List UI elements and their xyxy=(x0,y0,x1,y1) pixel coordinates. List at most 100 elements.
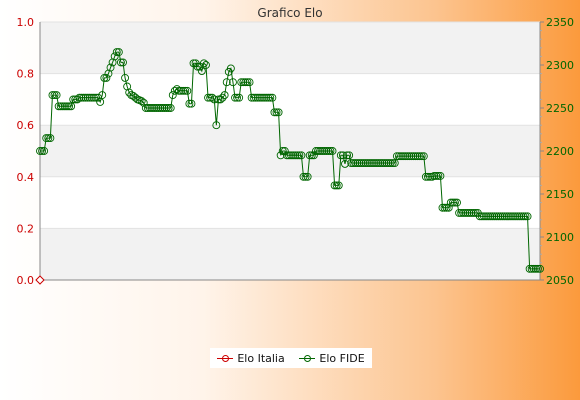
point-elo-fide xyxy=(106,63,115,72)
point-elo-fide xyxy=(521,212,530,221)
point-elo-fide xyxy=(511,212,520,221)
point-elo-fide xyxy=(380,159,389,167)
legend-item-elo-italia: Elo Italia xyxy=(217,352,285,365)
point-elo-fide xyxy=(96,98,105,106)
point-elo-fide xyxy=(378,159,387,167)
point-elo-fide xyxy=(444,203,453,212)
point-elo-fide xyxy=(131,93,140,102)
point-elo-fide xyxy=(112,48,121,57)
point-elo-fide xyxy=(239,78,248,87)
point-elo-fide xyxy=(475,212,484,221)
point-elo-fide xyxy=(509,212,517,221)
point-elo-fide xyxy=(527,264,536,273)
point-elo-fide xyxy=(156,104,165,112)
point-elo-fide xyxy=(357,159,366,167)
point-elo-fide xyxy=(154,104,163,112)
point-elo-fide xyxy=(405,152,414,161)
point-elo-fide xyxy=(231,93,239,102)
point-elo-fide xyxy=(100,73,109,82)
point-elo-fide xyxy=(446,198,455,207)
point-elo-fide xyxy=(407,152,416,161)
point-elo-fide xyxy=(177,86,186,95)
point-elo-fide xyxy=(536,264,544,273)
point-elo-fide xyxy=(457,208,466,217)
point-elo-fide xyxy=(453,198,461,207)
point-elo-fide xyxy=(166,104,175,112)
point-elo-fide xyxy=(482,212,491,221)
point-elo-fide xyxy=(411,152,420,161)
point-elo-fide xyxy=(94,93,103,102)
point-elo-fide xyxy=(324,147,333,155)
point-elo-fide xyxy=(533,264,542,273)
legend-item-elo-fide: Elo FIDE xyxy=(299,352,365,365)
point-elo-fide xyxy=(448,198,457,207)
point-elo-fide xyxy=(455,208,464,217)
point-elo-fide xyxy=(303,172,312,181)
point-elo-fide xyxy=(394,152,403,161)
point-elo-fide xyxy=(262,93,271,102)
point-elo-fide xyxy=(233,93,242,102)
point-elo-fide xyxy=(336,151,345,160)
point-elo-fide xyxy=(83,93,92,102)
point-elo-fide xyxy=(77,93,86,102)
point-elo-fide xyxy=(345,151,354,160)
point-elo-fide xyxy=(413,152,422,161)
point-elo-fide xyxy=(332,181,341,190)
point-elo-fide xyxy=(363,159,372,167)
y-right-tick-label: 2350 xyxy=(546,16,574,29)
point-elo-fide xyxy=(365,159,374,167)
point-elo-fide xyxy=(89,93,98,102)
point-elo-fide xyxy=(36,147,44,155)
point-elo-fide xyxy=(498,212,507,221)
point-elo-fide xyxy=(181,86,190,95)
point-elo-fide xyxy=(260,93,269,102)
point-elo-fide xyxy=(297,151,306,160)
point-elo-fide xyxy=(237,78,246,87)
point-elo-fide xyxy=(63,102,71,111)
point-elo-fide xyxy=(334,181,343,190)
point-elo-fide xyxy=(228,78,237,87)
point-elo-fide xyxy=(258,93,266,102)
point-elo-fide xyxy=(266,93,275,102)
point-elo-fide xyxy=(397,152,405,161)
point-elo-fide xyxy=(139,98,148,107)
point-elo-fide xyxy=(150,104,159,112)
point-elo-fide xyxy=(162,104,171,112)
point-elo-fide xyxy=(158,104,167,112)
point-elo-fide xyxy=(513,212,522,221)
point-elo-fide xyxy=(42,134,51,143)
point-elo-fide xyxy=(179,86,188,95)
plot-band xyxy=(40,22,540,74)
point-elo-fide xyxy=(320,147,329,155)
point-elo-fide xyxy=(121,73,130,82)
point-elo-fide xyxy=(409,152,418,161)
point-elo-fide xyxy=(287,151,295,160)
point-elo-fide xyxy=(268,93,277,102)
point-elo-fide xyxy=(341,159,349,168)
point-elo-fide xyxy=(274,108,283,117)
point-elo-fide xyxy=(525,264,534,273)
point-elo-fide xyxy=(403,152,412,161)
point-elo-fide xyxy=(264,93,273,102)
point-elo-fide xyxy=(486,212,495,221)
point-elo-fide xyxy=(507,212,515,221)
point-elo-fide xyxy=(58,102,67,111)
point-elo-fide xyxy=(353,159,362,167)
point-elo-fide xyxy=(480,212,488,221)
point-elo-fide xyxy=(255,93,264,102)
legend-swatch-elo-italia xyxy=(217,353,234,363)
point-elo-fide xyxy=(384,159,393,167)
point-elo-fide xyxy=(60,102,69,111)
point-elo-fide xyxy=(98,91,107,100)
point-elo-fide xyxy=(488,212,497,221)
point-elo-fide xyxy=(164,104,173,112)
point-elo-fide xyxy=(467,208,476,217)
point-elo-fide xyxy=(419,152,428,161)
point-elo-fide xyxy=(38,147,47,155)
y-left-tick-label: 0.6 xyxy=(17,119,35,132)
point-elo-fide xyxy=(220,91,229,100)
point-elo-fide xyxy=(388,159,397,167)
point-elo-fide xyxy=(280,147,289,155)
point-elo-fide xyxy=(434,171,443,180)
plot-band xyxy=(40,125,540,177)
